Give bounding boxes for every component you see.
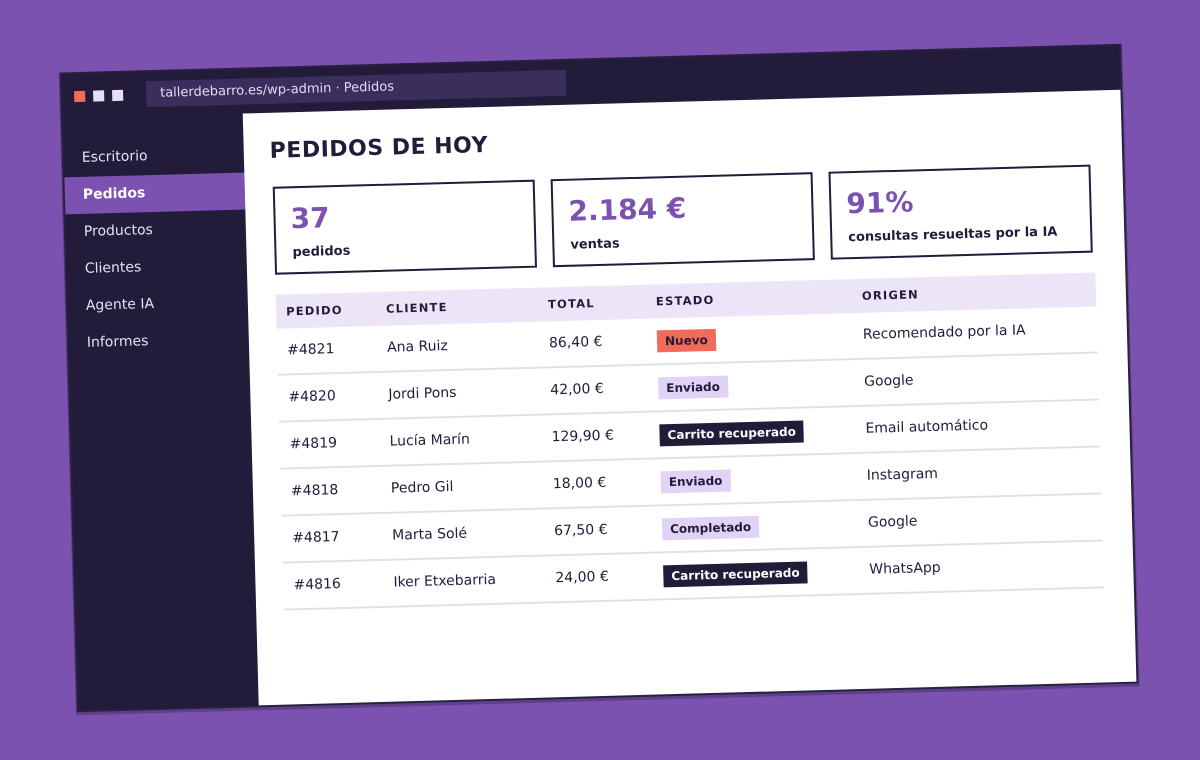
status-badge: Nuevo xyxy=(656,328,717,353)
minimize-window-icon[interactable] xyxy=(93,90,105,102)
kpi-cards: 37 pedidos 2.184 € ventas 91% consultas … xyxy=(272,164,1095,275)
customer-name: Marta Solé xyxy=(391,525,468,544)
order-total: 129,90 € xyxy=(551,427,615,446)
sidebar-item-informes[interactable]: Informes xyxy=(86,333,149,351)
order-id[interactable]: #4817 xyxy=(292,529,340,547)
kpi-label: consultas resueltas por la IA xyxy=(848,224,1058,246)
status-badge: Carrito recuperado xyxy=(659,420,805,447)
order-id[interactable]: #4818 xyxy=(290,482,339,500)
order-total: 24,00 € xyxy=(555,568,610,587)
order-origin: Email automático xyxy=(865,417,989,437)
kpi-value: 91% xyxy=(845,185,914,221)
column-header-total[interactable]: TOTAL xyxy=(547,296,595,312)
address-bar[interactable]: tallerdebarro.es/wp-admin · Pedidos xyxy=(145,69,567,108)
status-badge: Carrito recuperado xyxy=(663,561,808,588)
main-content: PEDIDOS DE HOY 37 pedidos 2.184 € ventas… xyxy=(242,89,1137,706)
maximize-window-icon[interactable] xyxy=(112,89,124,102)
order-id[interactable]: #4819 xyxy=(289,435,338,453)
sidebar-item-pedidos[interactable]: Pedidos xyxy=(64,172,246,215)
customer-name: Ana Ruiz xyxy=(386,338,449,356)
browser-window: tallerdebarro.es/wp-admin · Pedidos Escr… xyxy=(61,45,1137,711)
kpi-label: ventas xyxy=(570,236,620,253)
status-badge: Enviado xyxy=(660,469,731,494)
customer-name: Pedro Gil xyxy=(390,478,454,497)
customer-name: Iker Etxebarria xyxy=(393,571,497,591)
order-id[interactable]: #4816 xyxy=(293,576,342,594)
status-badge: Enviado xyxy=(658,375,729,400)
order-origin: Instagram xyxy=(866,465,939,484)
customer-name: Lucía Marín xyxy=(389,431,471,450)
column-header-estado[interactable]: ESTADO xyxy=(655,292,715,309)
order-origin: Google xyxy=(863,372,914,390)
order-total: 67,50 € xyxy=(553,521,608,540)
sidebar-item-clientes[interactable]: Clientes xyxy=(84,259,142,277)
page-title: PEDIDOS DE HOY xyxy=(269,132,489,164)
kpi-label: pedidos xyxy=(292,243,351,261)
column-header-cliente[interactable]: CLIENTE xyxy=(385,300,448,316)
orders-table: PEDIDO CLIENTE TOTAL ESTADO ORIGEN #4821… xyxy=(275,272,1104,611)
sidebar-item-productos[interactable]: Productos xyxy=(83,222,154,240)
order-origin: Recomendado por la IA xyxy=(862,322,1026,343)
close-window-icon[interactable] xyxy=(74,90,86,103)
sidebar: Escritorio Pedidos Productos Clientes Ag… xyxy=(62,113,259,711)
kpi-card-ventas: 2.184 € ventas xyxy=(550,172,815,268)
kpi-value: 37 xyxy=(290,201,330,236)
order-total: 42,00 € xyxy=(550,380,604,399)
order-origin: Google xyxy=(867,513,918,531)
kpi-card-ia: 91% consultas resueltas por la IA xyxy=(828,164,1093,260)
kpi-value: 2.184 € xyxy=(568,191,687,228)
column-header-origen[interactable]: ORIGEN xyxy=(861,287,920,303)
sidebar-item-escritorio[interactable]: Escritorio xyxy=(81,148,148,166)
order-origin: WhatsApp xyxy=(869,559,941,578)
column-header-pedido[interactable]: PEDIDO xyxy=(285,302,343,319)
order-total: 18,00 € xyxy=(552,474,607,493)
status-badge: Completado xyxy=(661,515,760,541)
order-id[interactable]: #4821 xyxy=(286,341,335,359)
order-id[interactable]: #4820 xyxy=(288,388,336,406)
sidebar-item-agente-ia[interactable]: Agente IA xyxy=(85,296,155,314)
customer-name: Jordi Pons xyxy=(388,384,457,403)
kpi-card-pedidos: 37 pedidos xyxy=(272,179,537,275)
order-total: 86,40 € xyxy=(548,333,603,352)
